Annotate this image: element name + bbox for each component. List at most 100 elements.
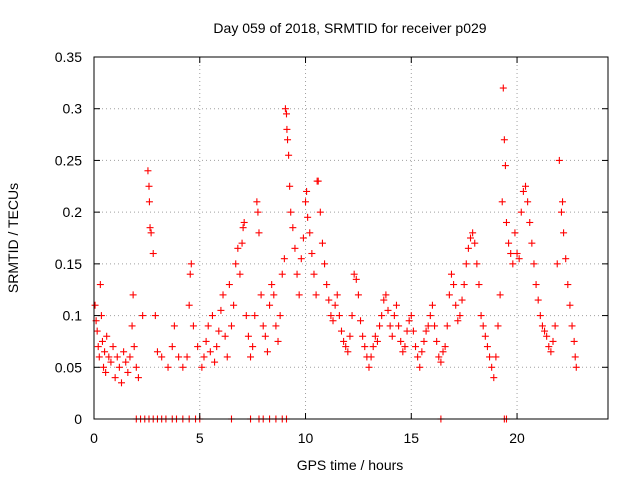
data-point [240, 218, 248, 226]
data-point [424, 322, 432, 330]
data-point [348, 312, 356, 320]
data-point [153, 348, 161, 356]
data-point [284, 136, 292, 144]
data-point [289, 224, 297, 232]
data-point [126, 353, 134, 361]
data-point [111, 374, 119, 382]
data-point [91, 301, 99, 309]
data-point [337, 327, 345, 335]
data-point [276, 312, 284, 320]
x-tick-label: 0 [90, 430, 98, 446]
x-tick-label: 5 [196, 430, 204, 446]
data-point [340, 337, 348, 345]
data-point [230, 301, 238, 309]
data-point [219, 291, 227, 299]
data-point [367, 353, 375, 361]
data-point [102, 368, 110, 376]
data-point [488, 363, 496, 371]
data-point [428, 301, 436, 309]
data-point [486, 353, 494, 361]
data-point [414, 353, 422, 361]
data-point [513, 250, 521, 258]
data-point [239, 224, 247, 232]
data-point [120, 348, 128, 356]
data-point [168, 343, 176, 351]
data-point [206, 348, 214, 356]
data-point [445, 291, 453, 299]
y-tick-label: 0.05 [55, 359, 82, 375]
data-point [105, 353, 113, 361]
data-point [287, 208, 295, 216]
x-tick-label: 15 [403, 430, 419, 446]
data-point [251, 312, 259, 320]
data-point [450, 281, 458, 289]
data-point [100, 363, 108, 371]
data-point [297, 255, 305, 263]
data-point [564, 281, 572, 289]
data-point [293, 270, 301, 278]
data-point [483, 343, 491, 351]
data-point [158, 353, 166, 361]
data-point [401, 343, 409, 351]
data-point [519, 187, 527, 195]
data-point [221, 332, 229, 340]
x-axis-label: GPS time / hours [297, 457, 404, 473]
data-point [186, 270, 194, 278]
data-point [96, 281, 104, 289]
data-point [302, 198, 310, 206]
data-point [132, 363, 140, 371]
data-point [502, 218, 510, 226]
data-point [439, 348, 447, 356]
data-point [524, 198, 532, 206]
data-point [553, 260, 561, 268]
data-point [183, 353, 191, 361]
data-point [304, 213, 312, 221]
data-point [566, 301, 574, 309]
data-point [149, 250, 157, 258]
data-point [572, 363, 580, 371]
data-point [447, 270, 455, 278]
data-point [306, 229, 314, 237]
data-point [335, 312, 343, 320]
data-point [331, 301, 339, 309]
data-point [433, 337, 441, 345]
data-point [124, 368, 132, 376]
data-point [255, 229, 263, 237]
data-point [249, 343, 257, 351]
data-point [420, 337, 428, 345]
data-point [280, 255, 288, 263]
data-point [117, 379, 125, 387]
data-point [312, 291, 320, 299]
data-point [291, 244, 299, 252]
data-point [198, 363, 206, 371]
y-tick-label: 0.3 [63, 101, 83, 117]
data-point [437, 358, 445, 366]
y-tick-label: 0.15 [55, 256, 82, 272]
data-point [344, 348, 352, 356]
data-point [543, 332, 551, 340]
data-point [464, 244, 472, 252]
data-point [299, 234, 307, 242]
data-point [532, 281, 540, 289]
data-point [397, 337, 405, 345]
data-point [571, 353, 579, 361]
data-point [560, 229, 568, 237]
data-point [405, 317, 413, 325]
data-point [107, 358, 115, 366]
data-point [499, 84, 507, 92]
data-point [399, 348, 407, 356]
data-point [467, 234, 475, 242]
data-point [498, 198, 506, 206]
data-point [511, 229, 519, 237]
data-point [310, 270, 318, 278]
data-point [215, 327, 223, 335]
data-point [555, 156, 563, 164]
data-point [268, 281, 276, 289]
data-point [392, 301, 400, 309]
data-point [200, 353, 208, 361]
data-point [507, 250, 515, 258]
data-point [94, 343, 102, 351]
data-point [426, 312, 434, 320]
data-point [202, 337, 210, 345]
data-point [217, 306, 225, 314]
